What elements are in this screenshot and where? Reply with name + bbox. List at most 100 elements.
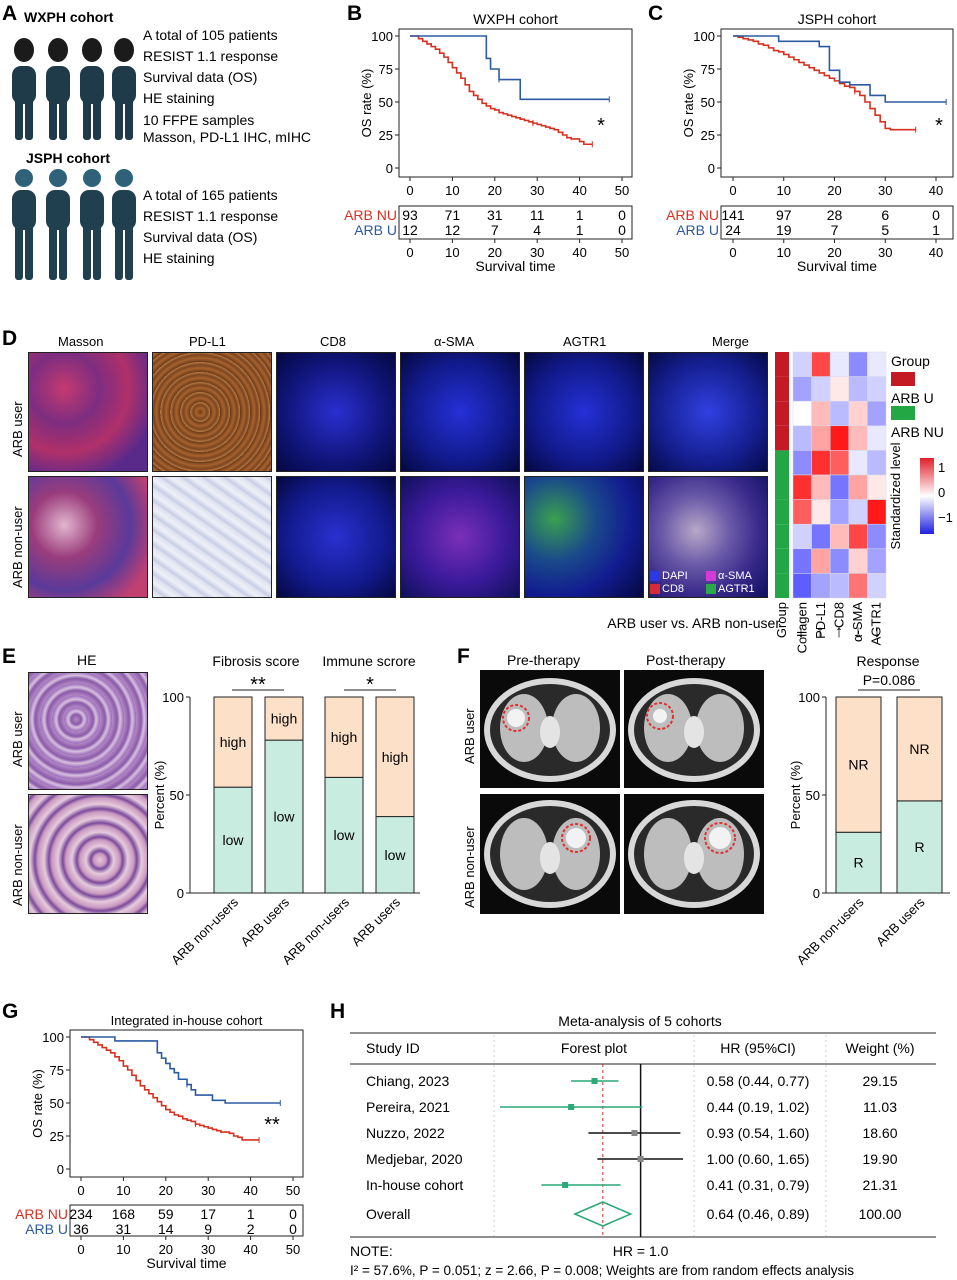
wxph-line: RESIST 1.1 response xyxy=(143,48,279,64)
col-title-agtr1: AGTR1 xyxy=(563,334,607,349)
km-xlabel: Survival time xyxy=(146,1255,226,1271)
ct-pre-arb-user-image xyxy=(480,670,620,788)
risk-xtick-label: 30 xyxy=(878,245,892,260)
heatmap-cell xyxy=(829,376,850,402)
km-series-line-arb-u xyxy=(410,35,610,101)
risk-table-value: 168 xyxy=(112,1206,136,1222)
panel-d-column-titles: Masson PD-L1 CD8 α-SMA AGTR1 Merge xyxy=(6,334,766,352)
forest-title: Meta-analysis of 5 cohorts xyxy=(558,1013,721,1029)
risk-xtick-label: 50 xyxy=(615,245,629,260)
bar-category-label: ARB users xyxy=(873,894,928,949)
ct-row-label-arb-non-user: ARB non-user xyxy=(462,826,477,908)
heatmap-column-label: PD-L1 xyxy=(813,602,828,639)
heatmap-cell xyxy=(829,499,850,525)
risk-table-frame xyxy=(398,205,633,240)
heatmap-cell xyxy=(829,400,850,427)
ct-row-label-arb-user: ARB user xyxy=(462,708,477,764)
heatmap-cell xyxy=(811,548,831,574)
risk-table-value: 31 xyxy=(116,1221,132,1237)
col-title-merge: Merge xyxy=(712,334,749,349)
dapi-swatch xyxy=(650,571,660,581)
forest-ref-label: HR = 1.0 xyxy=(613,1243,669,1259)
col-title-pdl1: PD-L1 xyxy=(189,334,226,349)
heatmap-cell xyxy=(848,400,868,427)
bar-ylabel: Percent (%) xyxy=(152,761,167,830)
km-xtick-label: 40 xyxy=(572,183,586,198)
forest-weight: 29.15 xyxy=(862,1073,897,1089)
km-ytick-label: 100 xyxy=(371,29,393,44)
wxph-patients-icon xyxy=(12,38,136,140)
heatmap-group-cell xyxy=(775,376,789,402)
panel-letter-a: A xyxy=(2,2,18,25)
bar-segment-r xyxy=(835,831,882,894)
km-xtick-label: 40 xyxy=(929,183,943,198)
km-series-line-arb-nu xyxy=(733,35,916,131)
heatmap-cell xyxy=(792,474,812,500)
km-xtick-label: 0 xyxy=(77,1183,84,1198)
comparison-label: ARB user vs. ARB non-user xyxy=(607,615,780,631)
forest-point xyxy=(631,1130,638,1136)
risk-table-value: 12 xyxy=(445,222,461,238)
bar-ytick-label: 0 xyxy=(813,886,820,901)
heatmap-cell xyxy=(829,425,850,451)
agtr1-arb-user-image xyxy=(524,352,644,472)
km-xlabel: Survival time xyxy=(797,258,877,274)
bar-segment-label: low xyxy=(222,832,244,848)
response-pvalue: P=0.086 xyxy=(863,672,916,688)
risk-table-value: 1 xyxy=(247,1206,255,1222)
bar-segment-low xyxy=(375,816,415,894)
risk-table-value: 1 xyxy=(576,222,584,238)
risk-xtick-label: 20 xyxy=(827,245,841,260)
risk-xtick-label: 30 xyxy=(201,1242,215,1257)
bar-ytick-label: 0 xyxy=(177,886,184,901)
risk-table-value: 0 xyxy=(618,207,626,223)
km-xtick-label: 50 xyxy=(286,1183,300,1198)
forest-overall-hr: 0.64 (0.46, 0.89) xyxy=(707,1206,810,1222)
forest-footnote: I² = 57.6%, P = 0.051; z = 2.66, P = 0.0… xyxy=(350,1263,854,1278)
risk-table-value: 7 xyxy=(831,222,839,238)
risk-table-value: 28 xyxy=(827,207,843,223)
col-title-masson: Masson xyxy=(58,334,104,349)
risk-table-value: 234 xyxy=(69,1206,93,1222)
heatmap-cell xyxy=(829,573,850,599)
heatmap-scale-tick: −1 xyxy=(938,510,953,525)
risk-table-value: 0 xyxy=(289,1206,297,1222)
heatmap-cell xyxy=(867,573,887,599)
heatmap-cell xyxy=(792,351,812,377)
km-ytick-label: 0 xyxy=(57,1162,64,1177)
heatmap-cell xyxy=(811,425,831,451)
heatmap-cell xyxy=(811,573,831,599)
heatmap-cell xyxy=(792,425,812,451)
heatmap-group-cell xyxy=(775,524,789,549)
risk-xtick-label: 40 xyxy=(929,245,943,260)
km-series-line-arb-nu xyxy=(410,35,593,146)
heatmap-cell xyxy=(867,376,887,402)
risk-xtick-label: 10 xyxy=(777,245,791,260)
km-ytick-label: 75 xyxy=(701,62,715,77)
km-ylabel: OS rate (%) xyxy=(30,1069,45,1138)
risk-table-value: 7 xyxy=(491,222,499,238)
cd8-arb-user-image xyxy=(276,352,396,472)
heatmap-cell xyxy=(848,474,868,500)
wxph-line: A total of 105 patients xyxy=(143,27,278,43)
heatmap-cell xyxy=(829,450,850,476)
risk-xtick-label: 40 xyxy=(572,245,586,260)
forest-overall-weight: 100.00 xyxy=(859,1206,902,1222)
he-arb-user-image xyxy=(28,672,148,790)
bar-segment-high xyxy=(375,696,415,818)
heatmap-group-cell xyxy=(775,450,789,475)
heatmap-scale-title: Standardized level xyxy=(888,442,903,549)
risk-table-value: 19 xyxy=(776,222,792,238)
forest-study-id: Pereira, 2021 xyxy=(366,1099,450,1115)
comparison-arrow: ↓ xyxy=(854,622,863,641)
wxph-line: Survival data (OS) xyxy=(143,69,258,85)
fibrosis-significance: ** xyxy=(250,674,266,696)
km-ytick-label: 50 xyxy=(379,95,393,110)
heatmap-cell xyxy=(867,499,887,525)
km-title: Integrated in-house cohort xyxy=(111,1013,263,1028)
bar-segment-high xyxy=(213,696,253,788)
bar-category-label: ARB users xyxy=(238,894,293,949)
